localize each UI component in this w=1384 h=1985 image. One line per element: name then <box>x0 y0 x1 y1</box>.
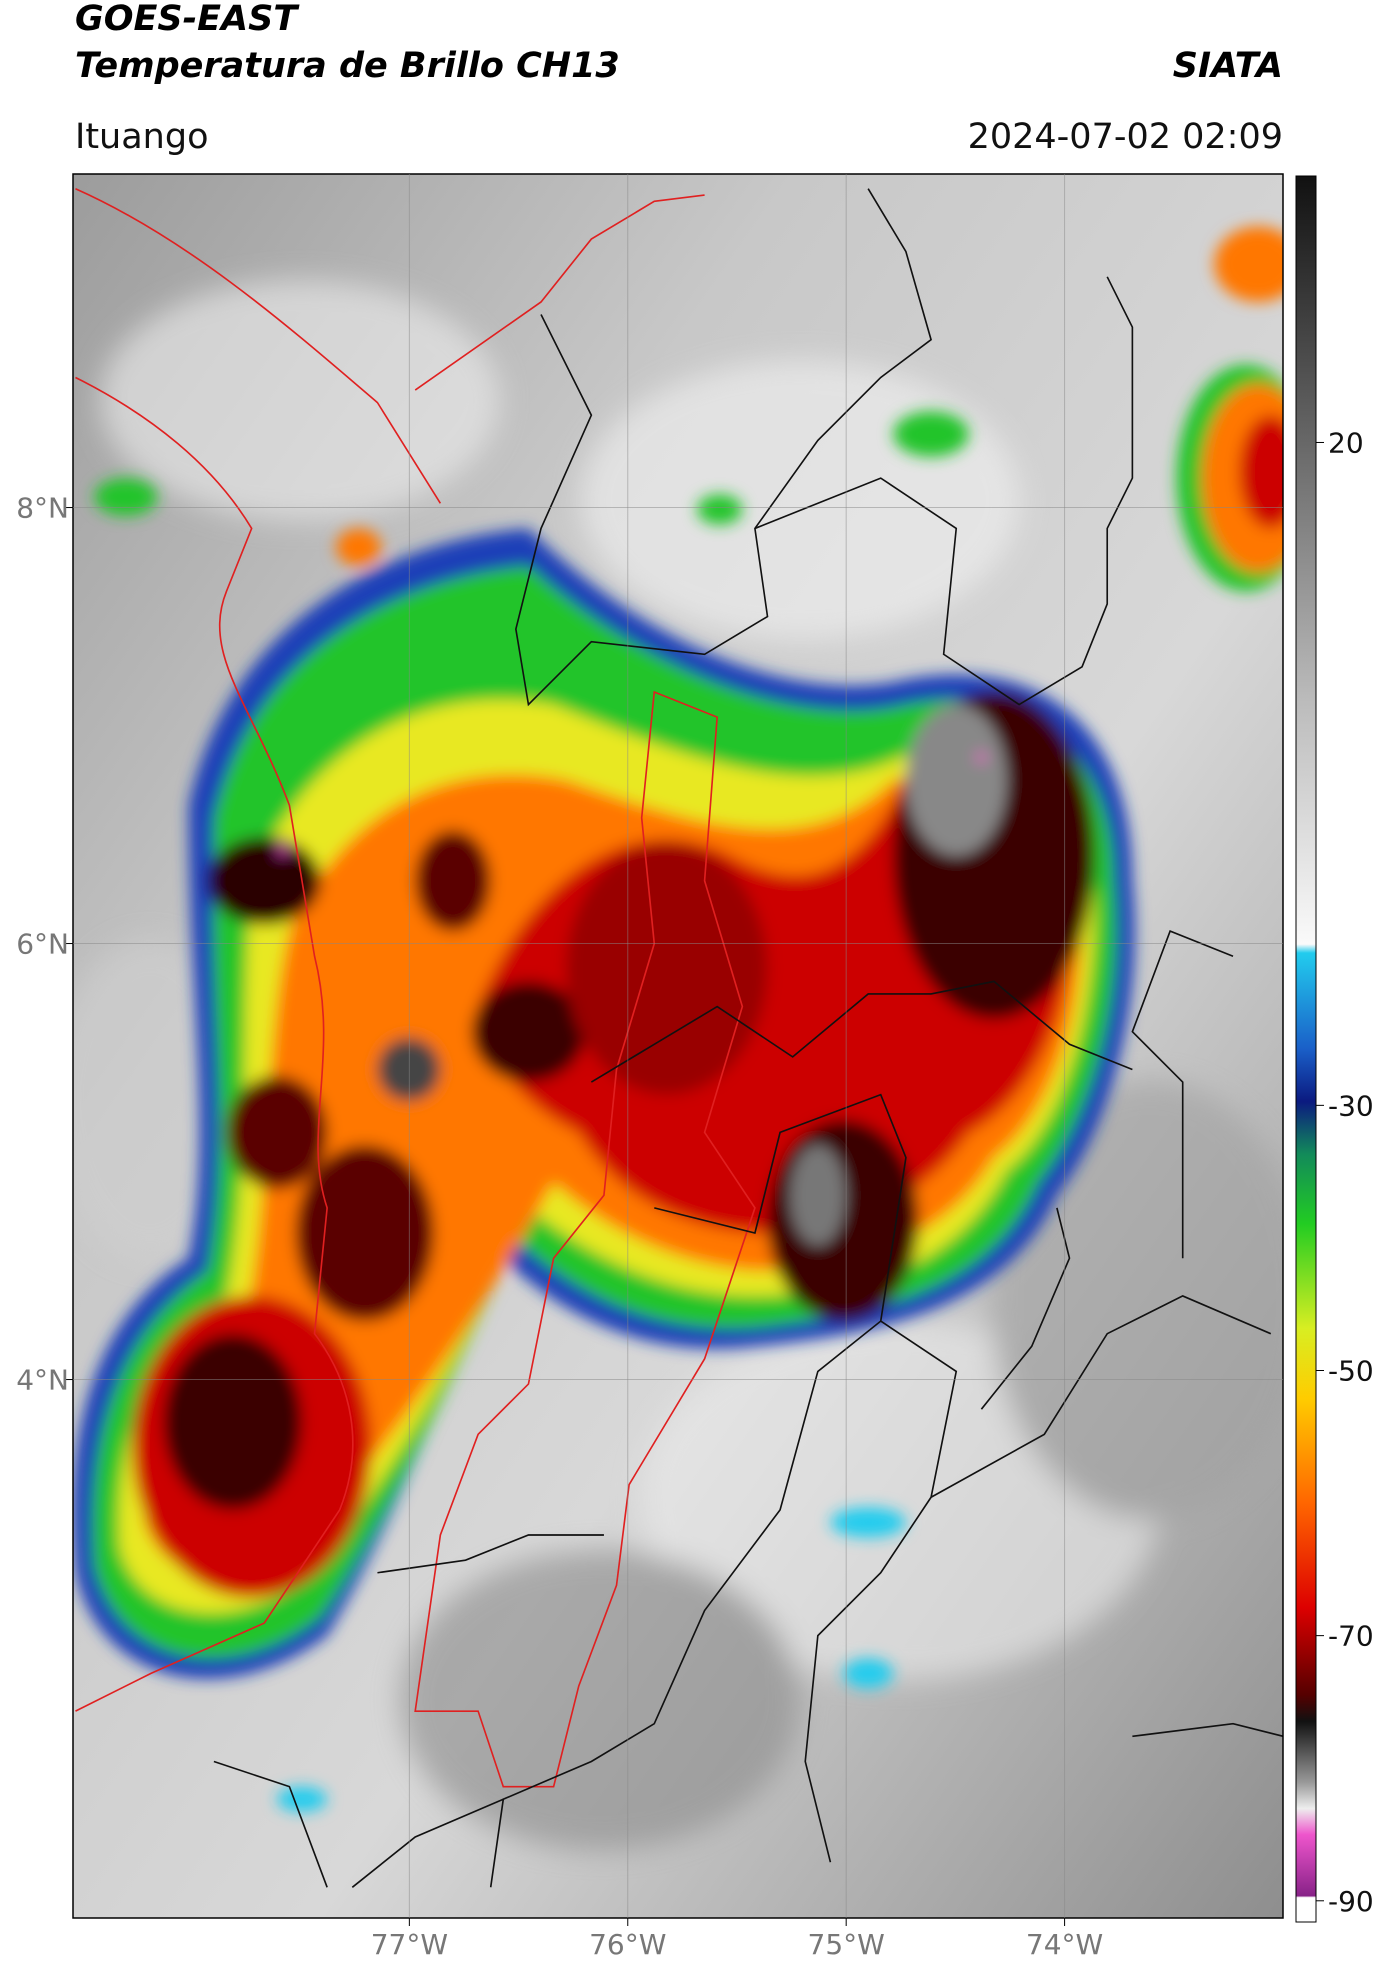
x-tick-label: 75°W <box>808 1928 885 1961</box>
y-tick-label: 8°N <box>16 492 69 525</box>
source: SIATA <box>1173 46 1283 86</box>
map-frame <box>72 173 1284 1919</box>
y-tick-label: 4°N <box>16 1364 69 1397</box>
colorbar-tick-label: -90 <box>1328 1885 1374 1918</box>
y-tick-label: 6°N <box>16 928 69 961</box>
x-tick-label: 77°W <box>371 1928 448 1961</box>
location: Ituango <box>75 117 209 157</box>
colorbar-tick-label: -30 <box>1328 1089 1374 1122</box>
satellite-image <box>73 174 1283 1918</box>
colorbar <box>1295 175 1317 1923</box>
x-tick-label: 74°W <box>1026 1928 1103 1961</box>
subtitle: Temperatura de Brillo CH13 <box>75 46 620 86</box>
title: GOES-EAST <box>75 0 300 39</box>
colorbar-tick-label: -70 <box>1328 1620 1374 1653</box>
timestamp: 2024-07-02 02:09 <box>968 117 1283 157</box>
colorbar-tick-label: 20 <box>1328 426 1364 459</box>
x-tick-label: 76°W <box>589 1928 666 1961</box>
colorbar-tick-label: -50 <box>1328 1354 1374 1387</box>
